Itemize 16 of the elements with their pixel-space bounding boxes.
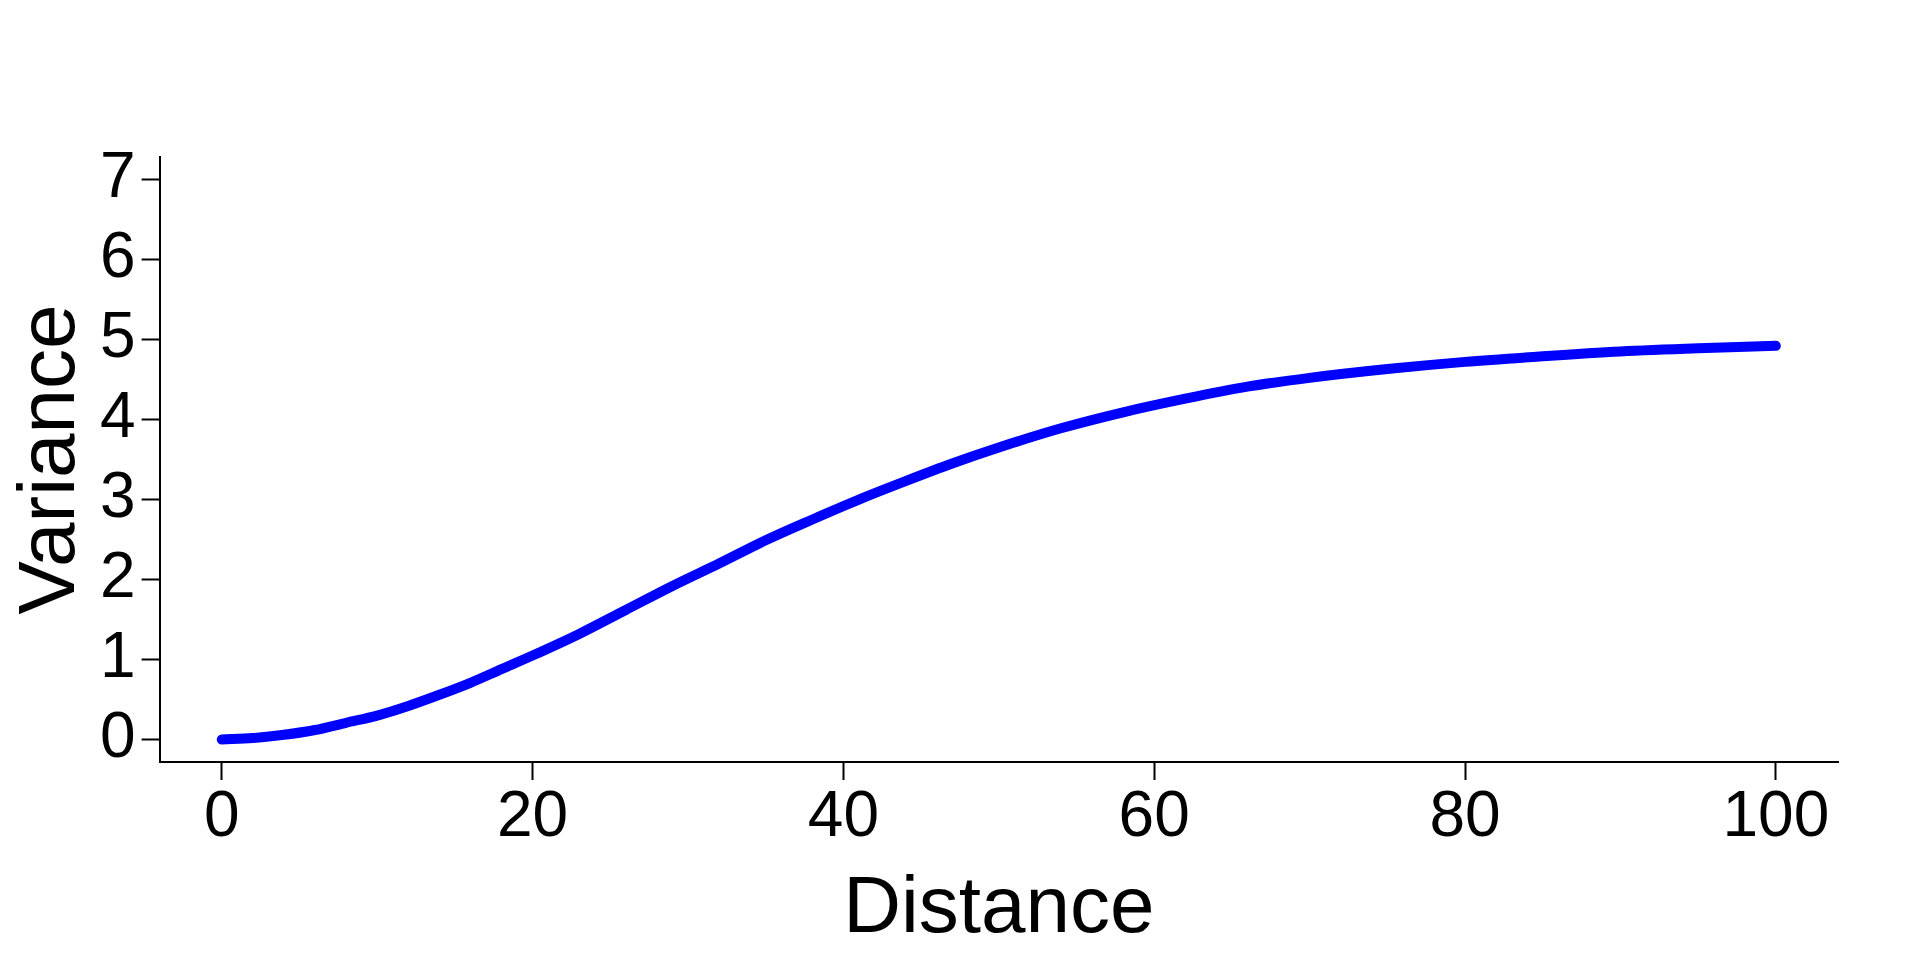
x-tick-label: 80 [1429, 777, 1501, 850]
x-tick-label: 20 [496, 777, 569, 850]
x-axis-title: Distance [843, 860, 1155, 950]
y-tick-label: 3 [100, 459, 136, 532]
y-tick-label: 0 [100, 699, 136, 772]
y-axis-title: Variance [2, 304, 92, 615]
x-tick-label: 40 [807, 777, 879, 850]
y-tick-label: 7 [100, 139, 136, 212]
x-tick-label: 100 [1722, 777, 1830, 850]
y-tick-label: 2 [100, 539, 136, 612]
y-tick-label: 1 [100, 619, 136, 692]
y-tick-label: 5 [100, 299, 136, 372]
y-tick-label: 6 [100, 219, 136, 292]
y-tick-label: 4 [100, 379, 136, 452]
x-tick-label: 0 [203, 777, 240, 850]
x-tick-label: 60 [1118, 777, 1190, 850]
